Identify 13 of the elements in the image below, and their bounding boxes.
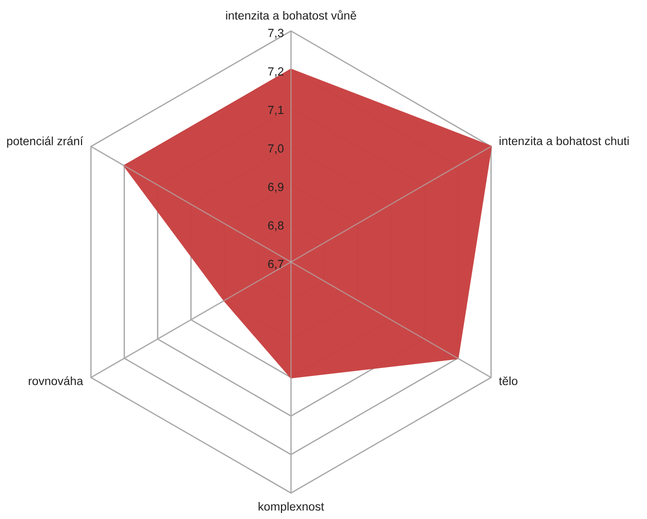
y-tick-label: 6,9 [268,182,284,193]
spoke-label: tělo [499,376,518,386]
y-tick-label: 6,8 [268,221,284,232]
spoke-label: intenzita a bohatost chuti [500,136,629,146]
spoke-label: rovnováha [28,376,84,386]
spoke-label: potenciál zrání [7,136,84,148]
y-tick-label: 7,3 [268,28,284,39]
y-tick-label: 7,2 [268,67,284,78]
y-tick-label: 7,1 [268,106,284,116]
y-tick-label: 7,0 [268,144,284,154]
spoke-label: komplexnost [258,502,324,514]
y-tick-label: 6,7 [268,260,284,270]
spoke-label: intenzita a bohatost vůně [226,10,356,20]
